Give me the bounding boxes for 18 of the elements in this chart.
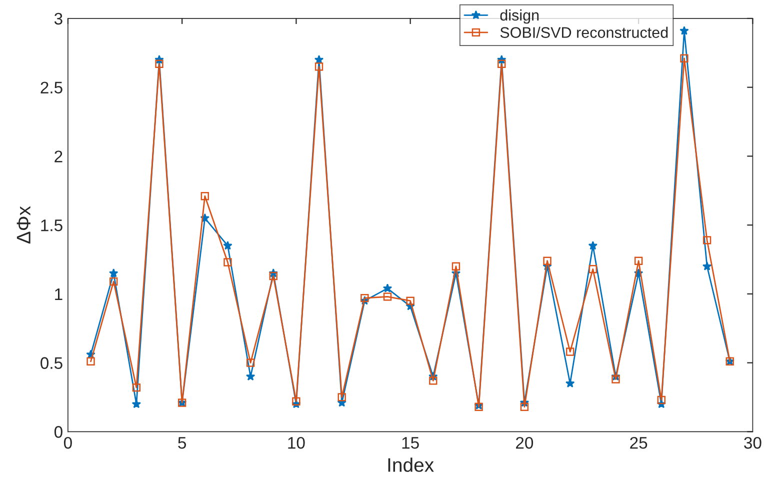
y-axis-title: ΔΦx xyxy=(16,206,30,244)
x-tick-label: 10 xyxy=(288,436,305,449)
x-tick-label: 25 xyxy=(630,436,648,449)
x-axis-title: Index xyxy=(388,458,434,472)
x-tick-label: 20 xyxy=(516,436,534,449)
legend-label: disign xyxy=(500,9,539,24)
x-tick-label: 5 xyxy=(178,437,186,449)
x-tick-label: 30 xyxy=(744,436,762,449)
x-tick-label: 15 xyxy=(402,437,419,449)
x-tick-label: 0 xyxy=(64,436,72,449)
y-tick-label: 1.5 xyxy=(41,220,62,232)
y-tick-label: 2 xyxy=(54,150,62,162)
y-tick-label: 1 xyxy=(55,288,62,300)
y-tick-label: 2.5 xyxy=(40,82,62,94)
y-tick-label: 0.5 xyxy=(40,357,62,369)
legend-label: SOBI/SVD reconstructed xyxy=(500,26,668,38)
y-tick-label: 0 xyxy=(54,426,62,438)
y-tick-label: 3 xyxy=(54,12,62,25)
